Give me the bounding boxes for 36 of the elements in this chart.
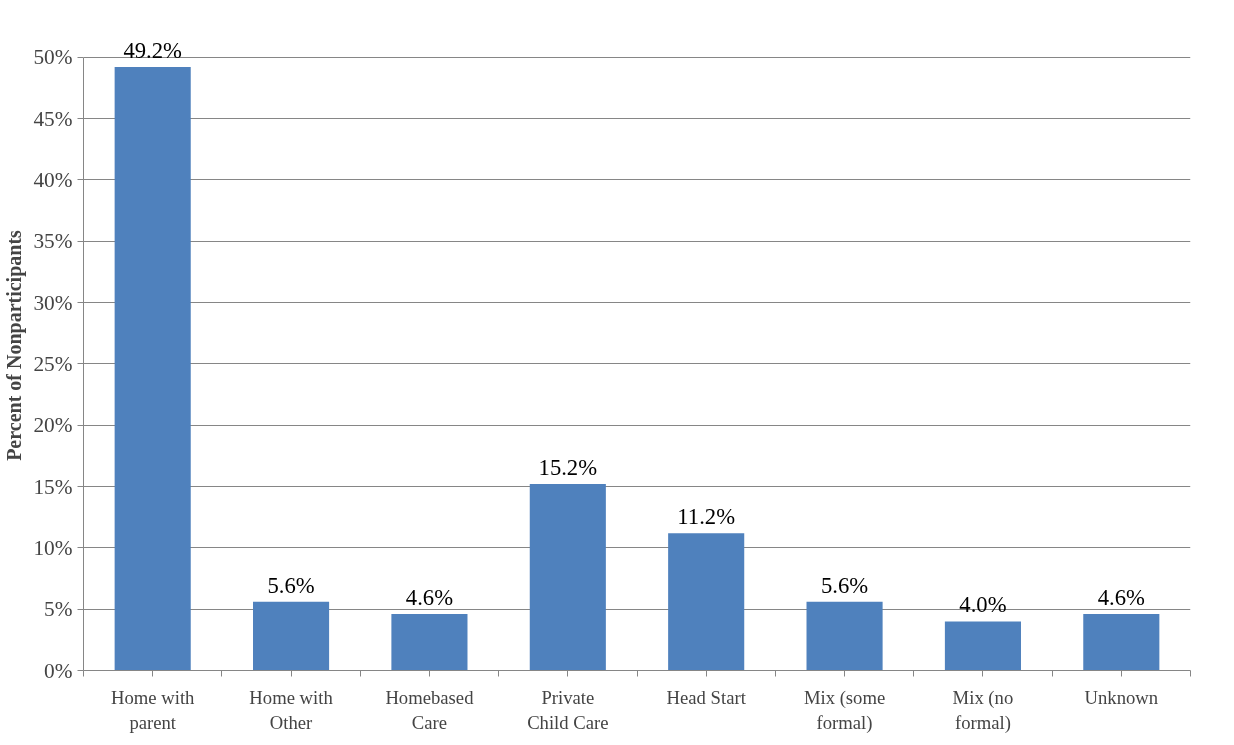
bar xyxy=(391,614,468,671)
x-tick-label: Mix (some formal) xyxy=(803,686,886,734)
x-tick-label: Home with Other xyxy=(249,686,334,733)
x-tick-label: Homebased Care xyxy=(385,686,475,733)
y-tick-label: 30% xyxy=(33,290,73,315)
bar xyxy=(668,533,745,671)
y-tick-label: 50% xyxy=(33,45,73,70)
x-tick-label: Unknown xyxy=(1084,686,1159,708)
data-label: 4.0% xyxy=(959,592,1007,618)
y-tick-label: 10% xyxy=(33,535,73,560)
y-tick-label: 15% xyxy=(33,474,73,499)
y-axis-title: Percent of Nonparticipants xyxy=(3,229,27,461)
bar xyxy=(944,621,1021,671)
y-tick-label: 5% xyxy=(44,597,73,622)
x-tick-label: Home with parent xyxy=(110,686,196,733)
bar xyxy=(253,601,330,671)
bar xyxy=(529,484,606,671)
y-tick-label: 20% xyxy=(33,413,73,438)
data-label: 11.2% xyxy=(677,504,736,530)
y-tick-label: 0% xyxy=(44,658,73,683)
data-label: 5.6% xyxy=(267,572,315,598)
x-tick-label: Head Start xyxy=(666,686,747,708)
data-label: 49.2% xyxy=(123,38,183,64)
x-tick-label: Mix (no formal) xyxy=(952,686,1014,734)
data-label: 5.6% xyxy=(820,572,869,598)
x-tick-label: Private Child Care xyxy=(527,686,609,733)
bar xyxy=(114,67,191,671)
data-label: 4.6% xyxy=(1097,585,1146,611)
data-label: 4.6% xyxy=(405,585,454,611)
bar xyxy=(806,601,883,671)
data-label: 15.2% xyxy=(538,455,598,481)
y-tick-label: 45% xyxy=(33,106,73,131)
y-tick-label: 35% xyxy=(33,229,73,254)
y-tick-label: 40% xyxy=(33,167,73,192)
bar xyxy=(1083,614,1160,671)
y-tick-label: 25% xyxy=(33,351,73,376)
